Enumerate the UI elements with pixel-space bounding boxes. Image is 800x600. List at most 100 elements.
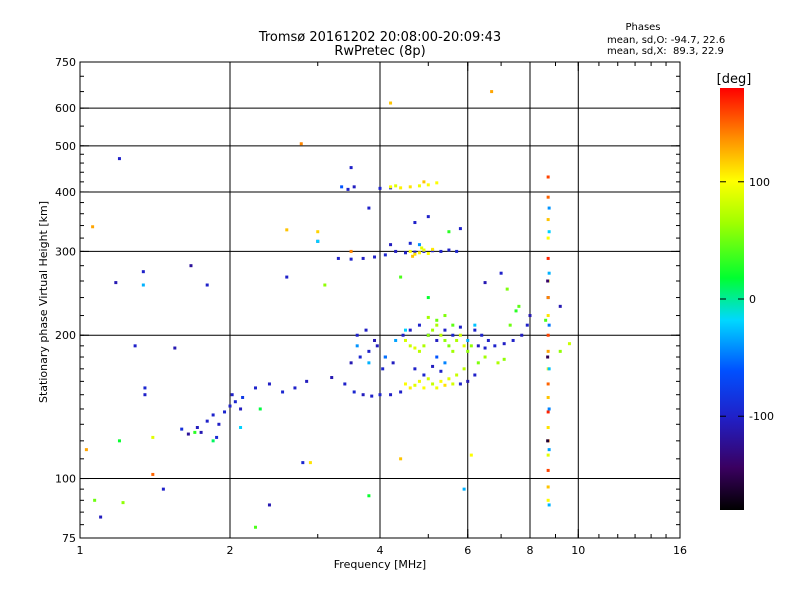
data-point bbox=[558, 349, 562, 353]
data-point bbox=[547, 503, 551, 507]
data-point bbox=[301, 461, 305, 465]
data-point bbox=[293, 386, 297, 390]
data-point bbox=[447, 230, 451, 234]
data-point bbox=[426, 333, 430, 337]
data-point bbox=[514, 309, 518, 313]
data-point bbox=[228, 404, 232, 408]
grid-lines bbox=[80, 62, 680, 538]
y-tick-label: 300 bbox=[55, 245, 76, 258]
data-point bbox=[455, 338, 459, 342]
x-tick-label: 16 bbox=[673, 544, 687, 557]
data-point bbox=[567, 342, 571, 346]
data-point bbox=[493, 344, 497, 348]
x-axis-label: Frequency [MHz] bbox=[334, 558, 426, 571]
x-tick-label: 6 bbox=[464, 544, 471, 557]
y-tick-label: 400 bbox=[55, 186, 76, 199]
data-point bbox=[546, 498, 550, 502]
data-point bbox=[267, 382, 271, 386]
data-point bbox=[417, 251, 421, 255]
data-point bbox=[480, 333, 484, 337]
data-point bbox=[486, 338, 490, 342]
data-point bbox=[378, 393, 382, 397]
data-point bbox=[435, 318, 439, 322]
data-point bbox=[143, 393, 147, 397]
data-point bbox=[299, 142, 303, 146]
data-point bbox=[458, 382, 462, 386]
data-point bbox=[443, 314, 447, 318]
stats-line-o: mean, sd,O: -94.7, 22.6 bbox=[607, 35, 725, 46]
data-point bbox=[258, 407, 262, 411]
data-point bbox=[547, 367, 551, 371]
data-point bbox=[349, 257, 353, 261]
data-point bbox=[426, 215, 430, 219]
data-point bbox=[426, 377, 430, 381]
data-point bbox=[435, 323, 439, 327]
data-point bbox=[546, 314, 550, 318]
data-point bbox=[401, 333, 405, 337]
data-point bbox=[417, 184, 421, 188]
data-point bbox=[451, 333, 455, 337]
data-point bbox=[462, 487, 466, 491]
data-point bbox=[91, 225, 95, 229]
data-point bbox=[408, 241, 412, 245]
data-point bbox=[520, 333, 524, 337]
data-point bbox=[466, 338, 470, 342]
data-point bbox=[439, 379, 443, 383]
y-tick-label: 750 bbox=[55, 56, 76, 69]
data-point bbox=[476, 344, 480, 348]
data-point bbox=[546, 382, 550, 386]
y-tick-label: 500 bbox=[55, 140, 76, 153]
data-point bbox=[403, 382, 407, 386]
data-point bbox=[403, 251, 407, 255]
data-point bbox=[381, 367, 385, 371]
data-point bbox=[399, 390, 403, 394]
data-point bbox=[141, 283, 145, 287]
data-point bbox=[408, 185, 412, 189]
data-point bbox=[451, 382, 455, 386]
data-point bbox=[426, 296, 430, 300]
data-point bbox=[394, 184, 398, 188]
data-point bbox=[466, 379, 470, 383]
data-point bbox=[399, 186, 403, 190]
data-point bbox=[546, 218, 550, 222]
data-point bbox=[349, 361, 353, 365]
data-point bbox=[439, 333, 443, 337]
data-point bbox=[121, 501, 125, 505]
data-point bbox=[233, 400, 237, 404]
data-point bbox=[458, 325, 462, 329]
data-point bbox=[281, 390, 285, 394]
data-point bbox=[455, 373, 459, 377]
data-point bbox=[195, 425, 199, 429]
data-point bbox=[364, 328, 368, 332]
data-point bbox=[546, 195, 550, 199]
data-point bbox=[285, 228, 289, 232]
data-point bbox=[417, 323, 421, 327]
data-point bbox=[383, 355, 387, 359]
data-point bbox=[408, 344, 412, 348]
data-point bbox=[340, 185, 344, 189]
data-point bbox=[422, 180, 426, 184]
data-point bbox=[117, 439, 121, 443]
data-point bbox=[508, 323, 512, 327]
data-point bbox=[422, 248, 426, 252]
data-point bbox=[267, 503, 271, 507]
data-point bbox=[205, 419, 209, 423]
data-point bbox=[358, 355, 362, 359]
data-point bbox=[413, 221, 417, 225]
data-point bbox=[473, 328, 477, 332]
data-point bbox=[547, 448, 551, 452]
y-axis-label: Stationary phase Virtual Height [km] bbox=[37, 201, 50, 403]
data-point bbox=[253, 386, 257, 390]
x-tick-label: 8 bbox=[527, 544, 534, 557]
data-point bbox=[349, 166, 353, 170]
data-point bbox=[431, 247, 435, 251]
data-point bbox=[547, 271, 551, 275]
data-point bbox=[211, 439, 215, 443]
data-point bbox=[431, 328, 435, 332]
data-point bbox=[502, 357, 506, 361]
data-point bbox=[435, 338, 439, 342]
data-point bbox=[426, 183, 430, 187]
y-tick-label: 600 bbox=[55, 102, 76, 115]
data-point bbox=[528, 314, 532, 318]
data-point bbox=[403, 328, 407, 332]
